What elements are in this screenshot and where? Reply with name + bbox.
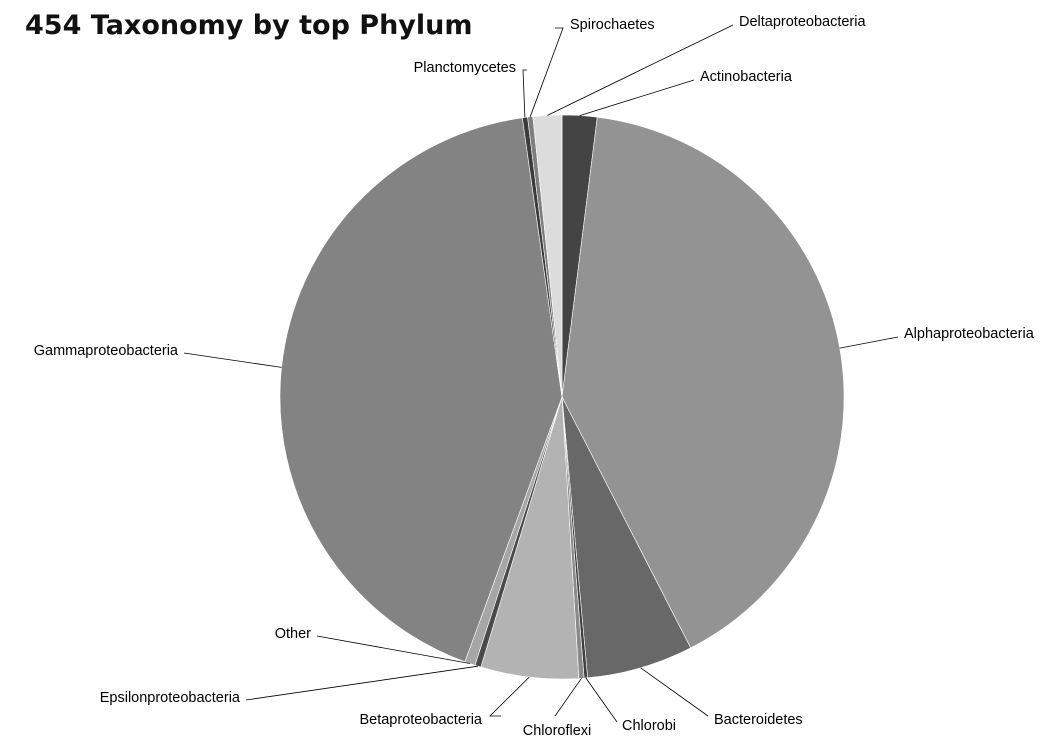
leader-line-spirochaetes [529, 27, 564, 117]
pie-slices [279, 114, 845, 680]
label-actinobacteria: Actinobacteria [700, 69, 793, 85]
leader-line-bacteroidetes [640, 667, 709, 717]
leader-line-betaproteobacteria [489, 676, 530, 717]
label-other: Other [275, 626, 311, 642]
leader-line-other [316, 635, 470, 664]
leader-line-epsilonproteobacteria [245, 665, 478, 701]
slice-labels: Actinobacteria Alphaproteobacteria Bactero… [34, 14, 1035, 736]
chart-title: 454 Taxonomy by top Phylum [25, 10, 473, 41]
leader-line-deltaproteobacteria [547, 24, 734, 116]
leader-line-gammaproteobacteria [183, 352, 282, 368]
leader-lines [183, 24, 899, 723]
leader-line-chloroflexi [554, 678, 582, 717]
label-betaproteobacteria: Betaproteobacteria [359, 712, 482, 728]
leader-line-planctomycetes [522, 69, 527, 118]
label-alphaproteobacteria: Alphaproteobacteria [904, 326, 1035, 342]
leader-line-alphaproteobacteria [839, 336, 899, 349]
leader-line-chlorobi [585, 677, 618, 723]
label-deltaproteobacteria: Deltaproteobacteria [739, 14, 866, 30]
label-gammaproteobacteria: Gammaproteobacteria [34, 343, 179, 359]
label-chlorobi: Chlorobi [622, 718, 676, 734]
label-epsilonproteobacteria: Epsilonproteobacteria [100, 690, 241, 706]
label-bacteroidetes: Bacteroidetes [714, 712, 803, 728]
label-chloroflexi: Chloroflexi [523, 723, 592, 736]
leader-line-actinobacteria [579, 79, 695, 116]
label-spirochaetes: Spirochaetes [570, 17, 655, 33]
label-planctomycetes: Planctomycetes [414, 60, 516, 76]
